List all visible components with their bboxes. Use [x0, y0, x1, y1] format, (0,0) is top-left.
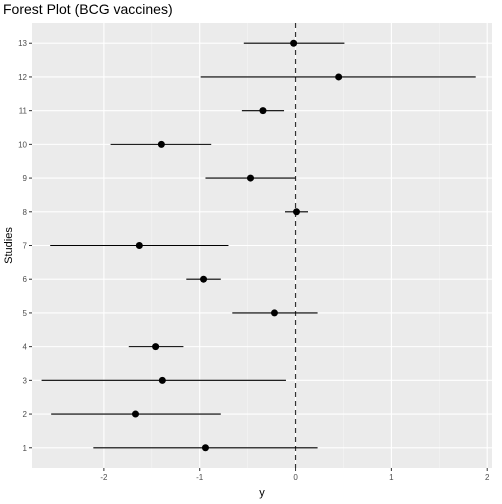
estimate-point-study-7 — [135, 242, 143, 249]
estimate-point-study-11 — [259, 107, 267, 115]
x-tick-label: -1 — [196, 473, 204, 482]
estimate-point-study-13 — [290, 39, 298, 47]
estimate-point-study-3 — [158, 376, 166, 384]
y-tick-label: 1 — [23, 444, 28, 453]
x-tick-label: 2 — [485, 473, 490, 482]
y-tick-label: 10 — [18, 140, 27, 149]
estimate-point-study-1 — [201, 444, 209, 452]
estimate-point-study-8 — [293, 208, 300, 216]
y-tick-label: 7 — [23, 242, 28, 251]
x-axis-title: y — [259, 487, 265, 499]
x-axis: -2 -1 0 1 2 — [100, 468, 490, 482]
y-tick-label: 4 — [23, 343, 28, 352]
y-tick-label: 3 — [23, 376, 28, 385]
y-tick-label: 2 — [23, 410, 28, 419]
chart-title: Forest Plot (BCG vaccines) — [3, 1, 173, 17]
estimate-point-study-4 — [152, 343, 160, 351]
estimate-point-study-6 — [200, 275, 208, 283]
y-tick-label: 11 — [19, 107, 28, 116]
x-tick-label: 0 — [293, 473, 298, 482]
estimate-point-study-12 — [335, 73, 343, 81]
estimate-point-study-2 — [132, 410, 139, 418]
y-axis-title: Studies — [3, 227, 15, 264]
estimate-point-study-9 — [247, 174, 254, 182]
y-tick-label: 13 — [18, 39, 27, 48]
estimate-point-study-5 — [270, 309, 278, 317]
x-tick-label: -2 — [100, 473, 108, 482]
y-tick-label: 12 — [18, 73, 27, 82]
y-tick-label: 9 — [23, 174, 28, 183]
estimate-point-study-10 — [157, 140, 165, 148]
y-tick-label: 6 — [23, 275, 28, 284]
y-tick-label: 5 — [23, 309, 28, 318]
chart-marks — [41, 39, 476, 452]
x-tick-label: 1 — [389, 473, 394, 482]
y-tick-label: 8 — [23, 208, 28, 217]
